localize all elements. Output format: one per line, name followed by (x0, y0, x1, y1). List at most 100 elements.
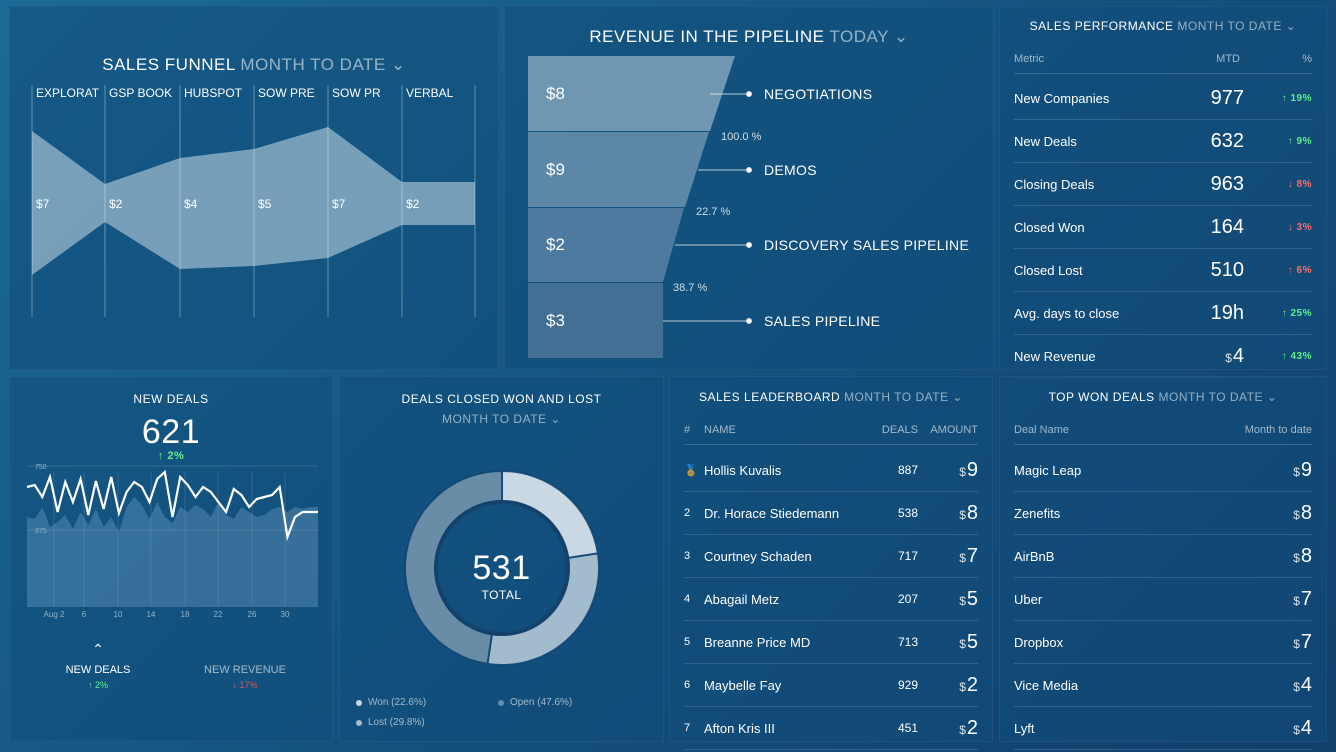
pipeline-title[interactable]: REVENUE IN THE PIPELINE TODAY ⌄ (505, 27, 993, 47)
funnel-stage-value: $7 (332, 197, 346, 211)
sales-performance-header: Metric MTD % (1014, 44, 1312, 74)
deal-amount: 4 (1300, 716, 1312, 739)
leaderboard-row[interactable]: 🏅 Hollis Kuvalis 887 $9 (684, 449, 978, 492)
x-tick-label: 14 (147, 610, 156, 619)
leaderboard-title[interactable]: SALES LEADERBOARD MONTH TO DATE ⌄ (670, 390, 992, 404)
leaderboard-row[interactable]: 5 Breanne Price MD 713 $5 (684, 621, 978, 664)
x-tick-label: 30 (281, 610, 290, 619)
chevron-down-icon: ⌄ (893, 27, 909, 46)
donut-segment-won[interactable] (501, 469, 600, 560)
rep-name: Courtney Schaden (704, 548, 812, 564)
deals-count: 929 (897, 678, 918, 692)
deal-amount-wrap: $8 (1293, 502, 1312, 525)
amount-wrap: $2 (918, 717, 978, 740)
leaderboard-row[interactable]: 7 Afton Kris III 451 $2 (684, 707, 978, 750)
rank-number: 7 (684, 722, 691, 734)
funnel-stage-value: $7 (36, 197, 50, 211)
deal-row[interactable]: Vice Media $4 (1014, 664, 1312, 707)
deal-amount-wrap: $7 (1293, 588, 1312, 611)
metric-name: Closing Deals (1014, 176, 1095, 192)
metric-value-wrap: 632 (1134, 130, 1244, 153)
deal-name: Dropbox (1014, 634, 1064, 650)
chevron-down-icon: ⌄ (1285, 19, 1297, 33)
legend-item[interactable]: Lost (29.8%) (356, 717, 425, 728)
currency-symbol: $ (959, 550, 966, 565)
funnel-stage-label: SOW PRE (258, 86, 315, 100)
sales-funnel-chart: EXPLORAT $7 GSP BOOK $2 HUBSPOT $4 SOW PRE $5 SO… (31, 85, 476, 317)
pct-header: % (1302, 52, 1312, 65)
currency-symbol: $ (1293, 636, 1300, 651)
rank-number: 6 (684, 679, 691, 691)
legend-item[interactable]: Open (47.6%) (498, 697, 572, 708)
funnel-stage-value: $4 (184, 197, 198, 211)
top-won-header: Deal Name Month to date (1014, 415, 1312, 445)
rep-name: Afton Kris III (704, 720, 775, 736)
metric-name: New Revenue (1014, 348, 1096, 364)
deal-amount-wrap: $4 (1293, 717, 1312, 740)
top-won-title-text: TOP WON DEALS (1048, 390, 1155, 404)
legend-item[interactable]: Won (22.6%) (356, 697, 426, 708)
metric-change: ↓ 3% (1287, 221, 1312, 233)
deal-name: Magic Leap (1014, 462, 1082, 478)
leaderboard-row[interactable]: 3 Courtney Schaden 717 $7 (684, 535, 978, 578)
deals-closed-period[interactable]: MONTH TO DATE ⌄ (340, 412, 663, 426)
amount-wrap: $7 (918, 545, 978, 568)
donut-inner-ring (434, 500, 570, 636)
medal-icon: 🏅 (684, 464, 698, 477)
name-header: NAME (704, 423, 736, 436)
leaderboard-period: MONTH TO DATE (844, 390, 949, 404)
new-deals-title: NEW DEALS (133, 392, 209, 406)
rep-name: Maybelle Fay (704, 677, 782, 693)
deals-count: 538 (897, 506, 918, 520)
new-deals-line-chart: Aug 2 6 10 14 18 22 26 30 750 375 (26, 464, 318, 619)
sales-performance-panel: SALES PERFORMANCE MONTH TO DATE ⌄ Metric… (999, 6, 1327, 378)
deal-row[interactable]: Uber $7 (1014, 578, 1312, 621)
deal-row[interactable]: AirBnB $8 (1014, 535, 1312, 578)
pipeline-stage-value: $8 (546, 84, 565, 103)
donut-total-label: TOTAL (481, 588, 522, 602)
deal-row[interactable]: Dropbox $7 (1014, 621, 1312, 664)
leaderboard-row[interactable]: 4 Abagail Metz 207 $5 (684, 578, 978, 621)
new-deals-panel: NEW DEALS 621 ↑ 2% Aug 2 6 10 14 18 22 26 30 750… (9, 376, 333, 742)
currency-symbol: $ (1293, 464, 1300, 479)
metric-value: 963 (1210, 172, 1244, 195)
pipeline-stage-label: DEMOS (764, 162, 817, 178)
toggle-new-deals[interactable]: NEW DEALS ↑ 2% (48, 664, 148, 690)
deal-amount: 4 (1300, 673, 1312, 696)
pipeline-stage-label: NEGOTIATIONS (764, 86, 873, 102)
deal-row[interactable]: Magic Leap $9 (1014, 449, 1312, 492)
amount-value: 2 (966, 716, 978, 739)
deal-row[interactable]: Zenefits $8 (1014, 492, 1312, 535)
amount-header: AMOUNT (930, 423, 978, 436)
sales-funnel-title[interactable]: SALES FUNNEL MONTH TO DATE ⌄ (10, 55, 498, 75)
x-tick-label: 6 (82, 610, 87, 619)
legend-label: Won (22.6%) (368, 697, 427, 708)
currency-symbol: $ (959, 722, 966, 737)
donut-total-value: 531 (472, 549, 531, 587)
funnel-stage-label: GSP BOOK (109, 86, 172, 100)
deals-closed-title: DEALS CLOSED WON AND LOST (401, 392, 602, 406)
deals-count: 713 (897, 635, 918, 649)
legend-dot (498, 699, 504, 706)
metric-change: ↑ 43% (1281, 350, 1312, 362)
legend-label: Lost (29.8%) (368, 717, 425, 728)
toggle-new-revenue-label: NEW REVENUE (204, 664, 286, 676)
currency-symbol: $ (959, 636, 966, 651)
sales-performance-title[interactable]: SALES PERFORMANCE MONTH TO DATE ⌄ (1000, 19, 1326, 33)
performance-row: New Companies 977 ↑ 19% (1014, 77, 1312, 120)
toggle-new-revenue[interactable]: NEW REVENUE ↓ 17% (195, 664, 295, 690)
amount-value: 9 (966, 458, 978, 481)
currency-symbol: $ (959, 507, 966, 522)
pipeline-stage-value: $3 (546, 311, 565, 330)
leaderboard-row[interactable]: 2 Dr. Horace Stiedemann 538 $8 (684, 492, 978, 535)
leaderboard-row[interactable]: 6 Maybelle Fay 929 $2 (684, 664, 978, 707)
chevron-up-icon[interactable]: ⌃ (92, 641, 104, 657)
funnel-stage-value: $5 (258, 197, 272, 211)
top-won-title[interactable]: TOP WON DEALS MONTH TO DATE ⌄ (1000, 390, 1326, 404)
amount-value: 2 (966, 673, 978, 696)
currency-symbol: $ (1293, 722, 1300, 737)
deal-row[interactable]: Lyft $4 (1014, 707, 1312, 750)
amount-value: 8 (966, 501, 978, 524)
top-won-period: MONTH TO DATE (1158, 390, 1264, 404)
metric-value: 510 (1210, 258, 1244, 281)
